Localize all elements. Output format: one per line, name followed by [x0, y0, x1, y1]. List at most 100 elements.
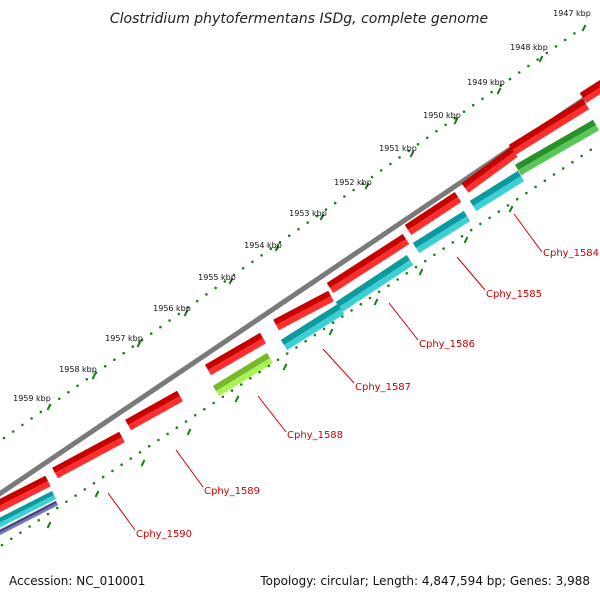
- forward-gene-bar-top-face: [465, 152, 518, 193]
- forward-gene-bar-top-face: [583, 87, 600, 104]
- outer-tick-dot: [131, 345, 135, 348]
- leader-line: [322, 348, 355, 384]
- forward-gene-bar-top-face: [408, 197, 462, 235]
- reverse-gene-bar-bottom-face: [412, 210, 467, 248]
- inner-tick-dot: [589, 148, 593, 152]
- inner-tick-dot: [285, 352, 289, 355]
- outer-tick-dot: [554, 45, 558, 48]
- outer-tick-dot: [573, 32, 576, 35]
- leader-line: [388, 302, 419, 341]
- inner-tick-dot: [9, 537, 13, 541]
- outer-tick-dot: [2, 436, 6, 440]
- outer-major-tick: [228, 277, 234, 285]
- forward-gene-bar-top-face: [55, 437, 125, 479]
- inner-tick-dot: [451, 241, 455, 244]
- leader-line: [513, 213, 543, 253]
- outer-tick-dot: [186, 306, 190, 309]
- forward-gene-bar-top-face: [512, 104, 590, 156]
- inner-tick-dot: [295, 346, 298, 349]
- inner-tick-dot: [184, 420, 188, 423]
- outer-tick-dot: [11, 430, 15, 433]
- inner-tick-dot: [28, 525, 31, 528]
- inner-tick-dot: [203, 407, 206, 411]
- gene-label-group: Cphy_1584 Cphy_1585 Cphy_1586 Cphy_1587 Cphy…: [136, 248, 599, 540]
- outer-tick-dot: [67, 391, 70, 394]
- reverse-gene-bar-bottom-face: [212, 352, 270, 391]
- inner-tick-dot: [138, 451, 142, 454]
- tick-label: 1957 kbp: [105, 334, 143, 343]
- outer-tick-dot: [407, 149, 411, 153]
- outer-tick-dot: [76, 384, 79, 388]
- forward-gene-bar-bottom-face: [205, 332, 263, 370]
- forward-gene-bar-top-face: [330, 239, 410, 293]
- outer-tick-dot: [214, 286, 217, 290]
- forward-gene-bar-bottom-face: [273, 290, 331, 325]
- reverse-gene-bar-top-face: [0, 495, 56, 528]
- tick-label: 1950 kbp: [423, 111, 461, 120]
- inner-tick-dot: [497, 210, 501, 213]
- forward-gene-bar: [404, 192, 462, 235]
- reverse-gene-bar: [0, 500, 59, 536]
- outer-tick-dot: [370, 175, 374, 179]
- tick-label: 1948 kbp: [510, 43, 548, 52]
- outer-tick-dot: [278, 240, 282, 244]
- forward-gene-bar-bottom-face: [404, 192, 458, 230]
- inner-tick-dot: [46, 512, 50, 516]
- outer-tick-dot: [140, 338, 144, 342]
- inner-tick-dot: [469, 228, 473, 232]
- forward-gene-bar: [326, 234, 410, 293]
- forward-gene-bar: [273, 290, 334, 331]
- outer-tick-dot: [435, 130, 438, 133]
- outer-tick-dot: [471, 103, 475, 107]
- tick-label: 1952 kbp: [334, 178, 372, 187]
- inner-tick-dot: [276, 358, 280, 362]
- outer-tick-dot: [527, 64, 530, 68]
- outer-tick-dot: [343, 195, 346, 198]
- forward-gene-bar: [205, 332, 266, 376]
- leader-line: [107, 492, 136, 531]
- outer-tick-dot: [122, 351, 125, 355]
- outer-major-tick: [538, 55, 544, 63]
- map-title: Clostridium phytofermentans ISDg, comple…: [110, 11, 488, 27]
- reverse-gene-bar-bottom-face: [0, 500, 57, 533]
- inner-major-tick: [463, 236, 469, 244]
- inner-tick-dot: [239, 383, 243, 386]
- forward-gene-bar-bottom-face: [0, 475, 48, 506]
- inner-major-tick: [46, 521, 52, 529]
- tick-label: 1958 kbp: [59, 365, 97, 374]
- reverse-gene-bar: [469, 170, 525, 212]
- outer-tick-dot: [103, 364, 107, 368]
- outer-tick-dot: [30, 417, 33, 420]
- outer-major-tick: [496, 87, 502, 95]
- outer-tick-dot: [232, 273, 236, 277]
- inner-tick-dot: [92, 482, 96, 485]
- outer-tick-dot: [536, 58, 539, 61]
- inner-tick-dot: [341, 315, 344, 318]
- inner-tick-dot: [120, 463, 123, 467]
- outer-tick-dot: [508, 77, 512, 81]
- inner-tick-dot: [111, 469, 114, 473]
- forward-gene-bar: [0, 475, 51, 513]
- reverse-gene-bar: [280, 303, 345, 351]
- tick-label: 1947 kbp: [553, 9, 591, 18]
- tick-label: 1954 kbp: [244, 241, 282, 250]
- tick-label: 1951 kbp: [379, 144, 417, 153]
- tick-label: 1949 kbp: [467, 78, 505, 87]
- inner-tick-dot: [74, 494, 77, 497]
- forward-gene-bar: [579, 79, 600, 104]
- inner-major-tick: [328, 328, 334, 336]
- outer-tick-dot: [416, 143, 420, 146]
- inner-tick-dot: [157, 438, 160, 442]
- reverse-gene-bar-top-face: [518, 125, 599, 176]
- outer-tick-dot: [159, 325, 162, 329]
- outer-tick-dot: [57, 397, 61, 401]
- inner-tick-dot: [166, 432, 169, 436]
- outer-major-tick: [91, 372, 97, 380]
- forward-gene-bar-top-face: [128, 396, 183, 431]
- forward-gene-bar: [461, 147, 518, 193]
- forward-gene-bar-bottom-face: [125, 390, 180, 425]
- tick-label: 1959 kbp: [13, 394, 51, 403]
- forward-gene-bar: [125, 390, 183, 431]
